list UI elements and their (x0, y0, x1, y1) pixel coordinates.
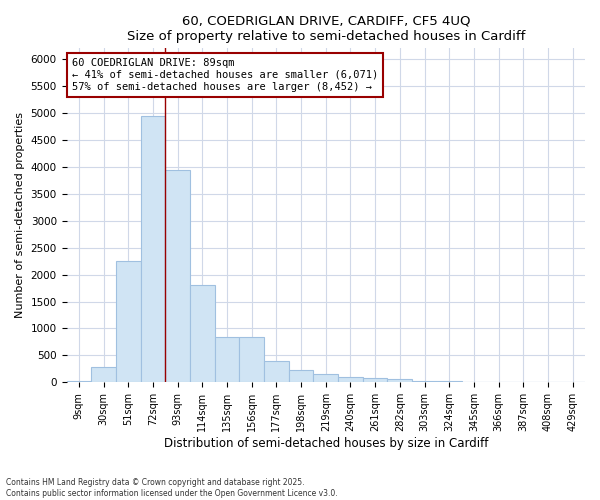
Bar (116, 261, 140, 382)
Bar (388, 379, 412, 382)
Bar (264, 361, 289, 382)
Y-axis label: Number of semi-detached properties: Number of semi-detached properties (15, 112, 25, 318)
Text: 60 COEDRIGLAN DRIVE: 89sqm
← 41% of semi-detached houses are smaller (6,071)
57%: 60 COEDRIGLAN DRIVE: 89sqm ← 41% of semi… (72, 58, 378, 92)
Title: 60, COEDRIGLAN DRIVE, CARDIFF, CF5 4UQ
Size of property relative to semi-detache: 60, COEDRIGLAN DRIVE, CARDIFF, CF5 4UQ S… (127, 15, 525, 43)
Bar (313, 374, 338, 382)
Bar (140, 116, 165, 382)
Bar (239, 336, 264, 382)
Bar (67, 380, 91, 382)
Bar (91, 368, 116, 382)
Text: Contains HM Land Registry data © Crown copyright and database right 2025.
Contai: Contains HM Land Registry data © Crown c… (6, 478, 338, 498)
Bar (363, 378, 388, 382)
Bar (165, 170, 190, 382)
X-axis label: Distribution of semi-detached houses by size in Cardiff: Distribution of semi-detached houses by … (164, 437, 488, 450)
Bar (412, 380, 437, 382)
Bar (289, 370, 313, 382)
Bar (338, 377, 363, 382)
Bar (215, 336, 239, 382)
Bar (190, 286, 215, 382)
